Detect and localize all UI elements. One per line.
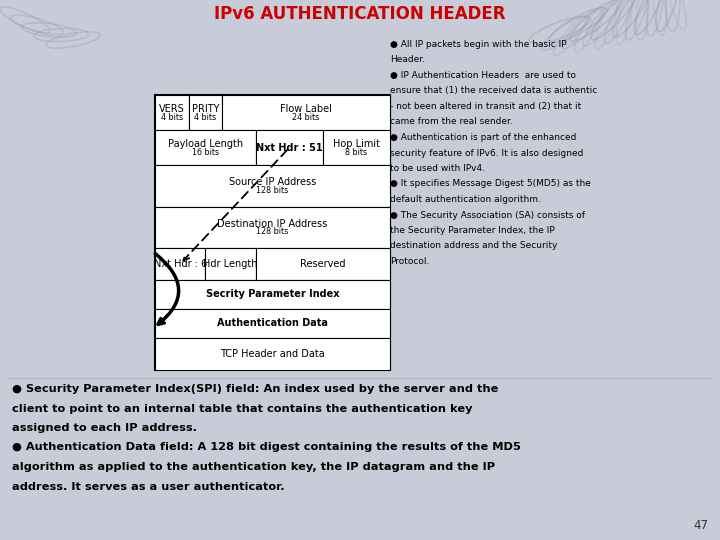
Text: assigned to each IP address.: assigned to each IP address.	[12, 423, 197, 433]
Text: 16 bits: 16 bits	[192, 148, 219, 157]
Text: Source IP Address: Source IP Address	[229, 178, 316, 187]
FancyBboxPatch shape	[155, 309, 390, 338]
FancyBboxPatch shape	[256, 130, 323, 165]
Text: ● IP Authentication Headers  are used to: ● IP Authentication Headers are used to	[390, 71, 576, 80]
FancyBboxPatch shape	[205, 248, 256, 280]
Text: 128 bits: 128 bits	[256, 186, 289, 195]
Text: Nxt Hdr : 51: Nxt Hdr : 51	[256, 143, 323, 153]
FancyBboxPatch shape	[222, 95, 390, 130]
Text: ● Authentication is part of the enhanced: ● Authentication is part of the enhanced	[390, 133, 577, 142]
Text: 4 bits: 4 bits	[161, 112, 183, 122]
Text: Authentication Data: Authentication Data	[217, 319, 328, 328]
Text: Reserved: Reserved	[300, 259, 346, 269]
Text: IPv6 AUTHENTICATION HEADER: IPv6 AUTHENTICATION HEADER	[215, 5, 505, 23]
Text: PRITY: PRITY	[192, 104, 219, 114]
Text: destination address and the Security: destination address and the Security	[390, 241, 557, 251]
Text: ● Authentication Data field: A 128 bit digest containing the results of the MD5: ● Authentication Data field: A 128 bit d…	[12, 442, 521, 453]
Text: 24 bits: 24 bits	[292, 112, 320, 122]
Text: ● The Security Association (SA) consists of: ● The Security Association (SA) consists…	[390, 211, 585, 219]
FancyBboxPatch shape	[155, 130, 256, 165]
Text: ● All IP packets begin with the basic IP: ● All IP packets begin with the basic IP	[390, 40, 567, 49]
Text: came from the real sender.: came from the real sender.	[390, 118, 513, 126]
FancyBboxPatch shape	[323, 130, 390, 165]
FancyBboxPatch shape	[155, 95, 189, 130]
FancyBboxPatch shape	[155, 248, 205, 280]
Text: Header.: Header.	[390, 56, 425, 64]
Text: Hdr Length: Hdr Length	[203, 259, 258, 269]
Text: - not been altered in transit and (2) that it: - not been altered in transit and (2) th…	[390, 102, 581, 111]
FancyBboxPatch shape	[155, 95, 390, 370]
Text: client to point to an internal table that contains the authentication key: client to point to an internal table tha…	[12, 403, 472, 414]
FancyBboxPatch shape	[155, 338, 390, 370]
FancyBboxPatch shape	[256, 248, 390, 280]
FancyBboxPatch shape	[155, 280, 390, 309]
Text: default authentication algorithm.: default authentication algorithm.	[390, 195, 541, 204]
FancyBboxPatch shape	[189, 95, 222, 130]
FancyBboxPatch shape	[155, 206, 390, 248]
Text: algorithm as applied to the authentication key, the IP datagram and the IP: algorithm as applied to the authenticati…	[12, 462, 495, 472]
Text: the Security Parameter Index, the IP: the Security Parameter Index, the IP	[390, 226, 554, 235]
Text: TCP Header and Data: TCP Header and Data	[220, 349, 325, 359]
Text: ● It specifies Message Digest 5(MD5) as the: ● It specifies Message Digest 5(MD5) as …	[390, 179, 591, 188]
Text: 128 bits: 128 bits	[256, 227, 289, 236]
Text: ensure that (1) the received data is authentic: ensure that (1) the received data is aut…	[390, 86, 598, 96]
Text: 8 bits: 8 bits	[346, 148, 367, 157]
Text: Flow Label: Flow Label	[280, 104, 332, 114]
Text: to be used with IPv4.: to be used with IPv4.	[390, 164, 485, 173]
FancyBboxPatch shape	[155, 165, 390, 206]
Text: Nxt Hdr : 6: Nxt Hdr : 6	[153, 259, 207, 269]
Text: security feature of IPv6. It is also designed: security feature of IPv6. It is also des…	[390, 148, 583, 158]
Text: VERS: VERS	[159, 104, 184, 114]
Text: Destination IP Address: Destination IP Address	[217, 219, 328, 228]
Text: Protocol.: Protocol.	[390, 257, 429, 266]
Text: address. It serves as a user authenticator.: address. It serves as a user authenticat…	[12, 482, 284, 491]
Text: Secrity Parameter Index: Secrity Parameter Index	[206, 289, 339, 299]
Text: 47: 47	[693, 519, 708, 532]
Text: Hop Limit: Hop Limit	[333, 139, 380, 149]
Text: ● Security Parameter Index(SPI) field: An index used by the server and the: ● Security Parameter Index(SPI) field: A…	[12, 384, 498, 394]
Text: 4 bits: 4 bits	[194, 112, 217, 122]
Text: Payload Length: Payload Length	[168, 139, 243, 149]
